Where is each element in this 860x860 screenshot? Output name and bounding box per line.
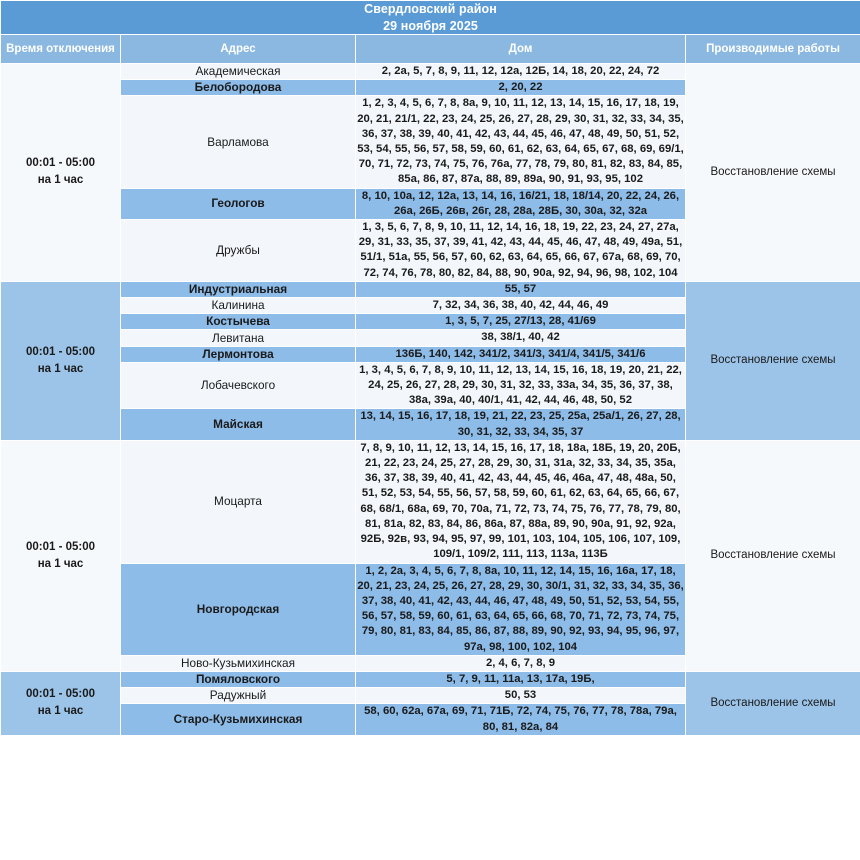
table-row: Новгородская 1, 2, 2а, 3, 4, 5, 6, 7, 8, … [1,562,860,656]
street-address-cell: Лобачевского [120,361,356,410]
street-address-cell: Моцарта [120,439,356,564]
street-address-cell: Старо-Кузьмихинская [120,703,356,736]
table-head: Свердловский район 29 ноября 2025 Время … [0,0,860,64]
outage-table: Свердловский район 29 ноября 2025 Время … [0,0,860,736]
street-address-cell: Новгородская [120,562,356,656]
outage-time-cell: 00:01 - 05:00 на 1 час [0,670,121,736]
house-numbers-cell: 1, 2, 2а, 3, 4, 5, 6, 7, 8, 8а, 10, 11, … [355,562,686,656]
house-numbers-cell: 13, 14, 15, 16, 17, 18, 19, 21, 22, 23, … [355,408,686,441]
street-address-cell: Дружбы [120,219,356,282]
house-numbers-cell: 55, 57 [355,280,686,299]
table-row: Дружбы 1, 3, 5, 6, 7, 8, 9, 10, 11, 12, 1… [1,219,860,282]
table-row: 00:01 - 05:00 на 1 час Индустриальная 55, 5… [0,280,860,441]
title-row: Свердловский район 29 ноября 2025 [0,0,860,35]
table-row: Лобачевского 1, 3, 4, 5, 6, 7, 8, 9, 10, … [1,361,860,410]
table-row: Костычева 1, 3, 5, 7, 25, 27/13, 28, 41/6… [1,313,860,331]
outage-time-range: 00:01 - 05:00 [25,540,96,553]
column-header-house: Дом [355,34,686,64]
table-row: Геологов 8, 10, 10а, 12, 12а, 13, 14, 16,… [1,187,860,221]
outage-time-cell: 00:01 - 05:00 на 1 час [0,63,121,282]
house-numbers-cell: 38, 38/1, 40, 42 [355,329,686,347]
street-address-cell: Костычева [120,313,356,331]
table-row: Майская 13, 14, 15, 16, 17, 18, 19, 21, 2… [1,408,860,441]
outage-time-range: 00:01 - 05:00 [25,345,96,358]
house-numbers-cell: 1, 3, 4, 5, 6, 7, 8, 9, 10, 11, 12, 13, … [355,361,686,410]
table-row: Варламова 1, 2, 3, 4, 5, 6, 7, 8, 8а, 9, … [1,95,860,189]
outage-time-range: 00:01 - 05:00 [25,688,96,701]
street-address-cell: Ново-Кузьмихинская [120,654,356,672]
table-row: Лермонтова 136Б, 140, 142, 341/2, 341/3, … [1,345,860,363]
table-row: 00:01 - 05:00 на 1 час Моцарта 7, 8, 9, 10,… [0,439,860,672]
street-address-cell: Белобородова [120,79,356,97]
outage-duration: на 1 час [37,362,84,375]
column-header-address: Адрес [120,34,356,64]
performed-work-cell: Восстановление схемы [684,280,860,441]
outage-duration: на 1 час [37,174,84,187]
street-address-cell: Геологов [120,187,356,221]
house-numbers-cell: 5, 7, 9, 11, 11а, 13, 17а, 19Б, [355,670,686,689]
column-header-time: Время отключения [0,34,121,64]
schedule-date: 29 ноября 2025 [383,18,478,33]
column-header-work: Производимые работы [684,34,860,64]
table-row: Старо-Кузьмихинская 58, 60, 62а, 67а, 69,… [1,703,860,736]
street-address-cell: Майская [120,408,356,441]
street-address-cell: Радужный [120,687,356,705]
outage-duration: на 1 час [37,557,84,570]
performed-work-cell: Восстановление схемы [684,670,860,736]
house-numbers-cell: 8, 10, 10а, 12, 12а, 13, 14, 16, 16/21, … [355,187,686,221]
title-banner: Свердловский район 29 ноября 2025 [0,0,860,35]
performed-work-cell: Восстановление схемы [684,63,860,282]
street-address-cell: Левитана [120,329,356,347]
house-numbers-cell: 50, 53 [355,687,686,705]
district-title: Свердловский район [364,2,497,16]
column-header-row: Время отключения Адрес Дом Производимые … [0,34,860,64]
outage-duration: на 1 час [37,705,84,718]
street-address-cell: Помяловского [120,670,356,689]
street-address-cell: Академическая [120,62,356,81]
house-numbers-cell: 1, 2, 3, 4, 5, 6, 7, 8, 8а, 9, 10, 11, 1… [355,95,686,189]
house-numbers-cell: 2, 20, 22 [355,79,686,97]
street-address-cell: Калинина [120,297,356,315]
outage-time-range: 00:01 - 05:00 [25,157,96,170]
street-address-cell: Индустриальная [120,280,356,299]
house-numbers-cell: 7, 8, 9, 10, 11, 12, 13, 14, 15, 16, 17,… [355,439,686,564]
street-address-cell: Лермонтова [120,345,356,363]
outage-time-cell: 00:01 - 05:00 на 1 час [0,280,121,441]
table-row: Ново-Кузьмихинская 2, 4, 6, 7, 8, 9 [1,654,860,672]
house-numbers-cell: 136Б, 140, 142, 341/2, 341/3, 341/4, 341… [355,345,686,363]
table-row: 00:01 - 05:00 на 1 час Помяловского 5, 7, 9… [0,670,860,736]
house-numbers-cell: 2, 2а, 5, 7, 8, 9, 11, 12, 12а, 12Б, 14,… [355,62,686,81]
performed-work-cell: Восстановление схемы [684,439,860,672]
table-row: Белобородова 2, 20, 22 [1,79,860,97]
street-address-cell: Варламова [120,95,356,189]
house-numbers-cell: 1, 3, 5, 7, 25, 27/13, 28, 41/69 [355,313,686,331]
house-numbers-cell: 58, 60, 62а, 67а, 69, 71, 71Б, 72, 74, 7… [355,703,686,736]
table-row: 00:01 - 05:00 на 1 час Академическая 2, 2а,… [0,62,860,282]
house-numbers-cell: 2, 4, 6, 7, 8, 9 [355,654,686,672]
house-numbers-cell: 1, 3, 5, 6, 7, 8, 9, 10, 11, 12, 14, 16,… [355,219,686,282]
house-numbers-cell: 7, 32, 34, 36, 38, 40, 42, 44, 46, 49 [355,297,686,315]
outage-time-cell: 00:01 - 05:00 на 1 час [0,439,121,672]
table-body: 00:01 - 05:00 на 1 час Академическая 2, 2а,… [0,62,860,736]
